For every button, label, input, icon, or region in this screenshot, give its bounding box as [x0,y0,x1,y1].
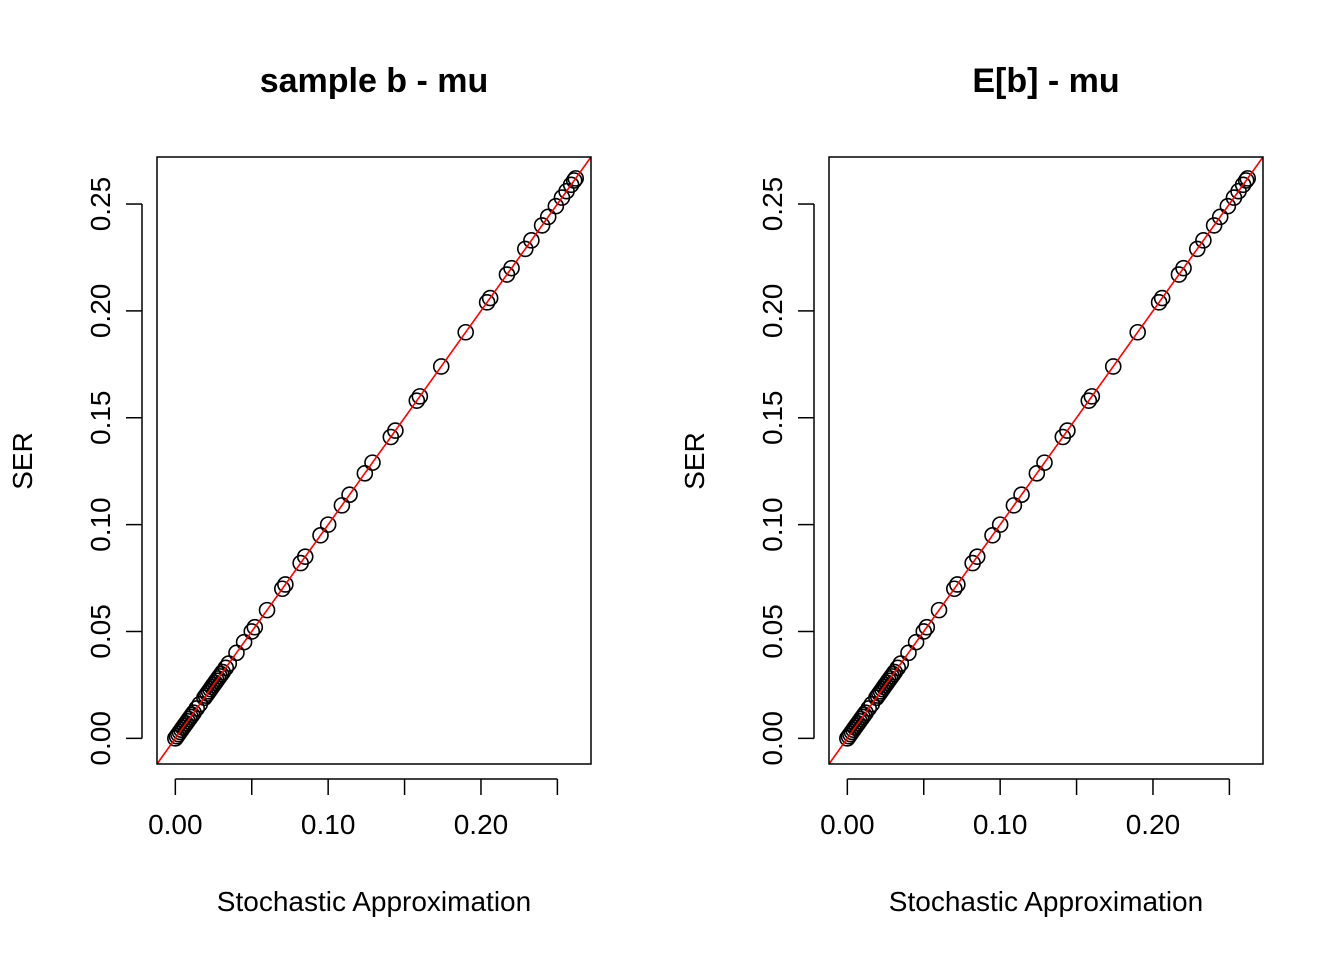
plot-frame [156,156,592,765]
y-tick-label: 0.15 [85,391,116,446]
data-point [341,486,358,503]
data-point [214,663,232,681]
data-point [185,704,202,722]
y-tick-label: 0.05 [757,604,788,659]
data-point [886,663,904,681]
data-point [991,516,1009,533]
y-tick-label: 0.10 [85,497,116,552]
y-tick-label: 0.10 [757,497,788,552]
scatter-panel-eb-mu: E[b] - mu Stochastic Approximation SER 0… [679,62,1264,917]
reference-line [828,156,1264,765]
data-point [246,618,264,636]
data-point [478,294,496,311]
data-point [411,388,429,405]
data-point [1013,486,1030,503]
data-point [949,576,966,593]
data-point [1150,294,1168,311]
data-point [1083,388,1101,405]
x-axis-label: Stochastic Approximation [889,886,1203,917]
data-point [547,197,565,215]
data-point [432,358,450,375]
reference-line [156,156,592,765]
scatter-panel-sample-b-mu: sample b - mu Stochastic Approximation S… [7,62,592,917]
x-tick-label: 0.00 [820,809,875,840]
x-tick-label: 0.00 [148,809,203,840]
x-tick-label: 0.20 [1126,809,1181,840]
data-point [408,392,426,409]
chart-title: sample b - mu [260,62,489,100]
y-tick-label: 0.15 [757,391,788,446]
data-point [457,323,474,341]
data-point [523,232,540,249]
data-point [533,217,551,234]
y-tick-label: 0.00 [757,711,788,766]
data-point [1104,358,1122,375]
y-tick-label: 0.20 [757,284,788,339]
data-point [277,576,294,593]
y-tick-label: 0.25 [85,177,116,232]
data-point [1129,323,1146,341]
chart-title: E[b] - mu [972,62,1119,100]
data-point [854,708,871,726]
data-point [319,516,337,533]
y-axis-label: SER [7,432,38,490]
data-point [364,454,381,471]
data-point [1059,422,1076,439]
x-tick-label: 0.20 [454,809,509,840]
data-point [182,708,199,726]
plot-frame [828,156,1264,765]
data-point [296,548,314,565]
data-point [883,668,900,685]
y-tick-label: 0.20 [85,284,116,339]
data-point [1080,392,1098,409]
data-point [1205,217,1223,234]
data-point [1175,259,1192,277]
data-point [857,704,874,722]
y-tick-label: 0.05 [85,604,116,659]
data-point [211,668,228,685]
data-point [915,623,933,640]
data-point [274,580,291,598]
data-point [1219,197,1237,215]
data-point [1239,170,1257,187]
data-point [387,422,404,439]
data-point [258,601,276,619]
data-point [565,172,583,189]
data-point [1188,240,1206,258]
data-point [930,601,948,619]
data-point [946,580,963,598]
data-point [1153,289,1171,307]
data-point [1195,232,1212,249]
data-point [243,623,261,640]
data-point [217,659,235,677]
data-point [968,548,986,565]
data-point [1237,172,1255,189]
data-point [918,618,936,636]
data-point [889,659,907,677]
data-point [503,259,520,277]
x-axis-label: Stochastic Approximation [217,886,531,917]
data-point [1036,454,1053,471]
y-tick-label: 0.25 [757,177,788,232]
x-tick-label: 0.10 [973,809,1028,840]
data-point [481,289,499,307]
data-point [567,170,585,187]
y-axis-label: SER [679,432,710,490]
y-tick-label: 0.00 [85,711,116,766]
data-point [516,240,534,258]
x-tick-label: 0.10 [301,809,356,840]
